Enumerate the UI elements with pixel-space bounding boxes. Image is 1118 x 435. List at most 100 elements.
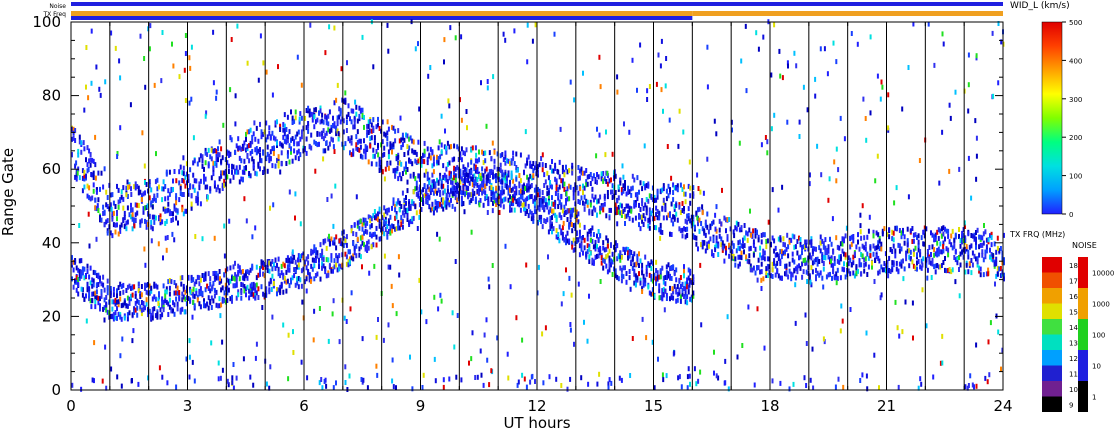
scatter-point-1067 <box>482 202 485 208</box>
scatter-point-4530 <box>970 195 973 201</box>
scatter-point-4743 <box>422 372 425 378</box>
scatter-point-3943 <box>967 231 970 237</box>
scatter-point-218 <box>150 312 153 318</box>
scatter-point-2284 <box>333 123 336 129</box>
scatter-point-1299 <box>572 237 575 243</box>
scatter-point-3024 <box>619 202 622 208</box>
scatter-point-4510 <box>921 262 924 268</box>
scatter-point-65 <box>94 295 97 301</box>
scatter-point-2566 <box>445 149 448 155</box>
scatter-point-3173 <box>673 185 676 191</box>
scatter-point-4601 <box>294 191 297 197</box>
scatter-point-3636 <box>849 244 852 250</box>
scatter-point-519 <box>271 273 274 279</box>
scatter-point-2639 <box>471 145 474 151</box>
scatter-point-1679 <box>95 206 98 212</box>
scatter-point-969 <box>445 201 448 207</box>
scatter-point-1815 <box>150 224 153 230</box>
scatter-point-3721 <box>883 226 886 232</box>
scatter-point-3720 <box>883 267 886 273</box>
scatter-point-3628 <box>846 271 849 277</box>
y-tick-label-0: 0 <box>51 381 61 399</box>
scatter-point-3896 <box>951 267 954 273</box>
scatter-point-2456 <box>400 176 403 182</box>
scatter-point-1643 <box>81 168 84 174</box>
scatter-point-846 <box>397 223 400 229</box>
scatter-point-2744 <box>512 201 515 207</box>
scatter-point-4524 <box>793 50 796 56</box>
scatter-point-4385 <box>659 63 662 69</box>
scatter-point-4771 <box>265 381 268 387</box>
scatter-point-534 <box>277 256 280 262</box>
scatter-point-1899 <box>184 183 187 189</box>
scatter-point-3286 <box>715 228 718 234</box>
scatter-point-261 <box>168 278 171 283</box>
scatter-point-2902 <box>574 207 577 213</box>
scatter-point-316 <box>190 275 193 281</box>
scatter-point-4393 <box>282 322 285 328</box>
scatter-point-1867 <box>172 187 174 192</box>
scatter-point-3224 <box>692 193 695 199</box>
scatter-point-4287 <box>760 277 763 283</box>
scatter-point-71 <box>95 295 98 301</box>
scatter-point-3122 <box>655 197 658 203</box>
scatter-point-1935 <box>198 185 201 191</box>
scatter-point-3279 <box>712 236 715 242</box>
scatter-point-564 <box>288 267 291 273</box>
scatter-point-1959 <box>207 147 210 153</box>
scatter-point-3668 <box>861 243 864 249</box>
scatter-point-1856 <box>167 201 170 207</box>
scatter-point-489 <box>259 268 261 274</box>
scatter-point-3955 <box>973 253 976 259</box>
scatter-point-670 <box>330 268 333 274</box>
scatter-point-332 <box>196 274 199 280</box>
scatter-point-4297 <box>907 65 910 70</box>
scatter-point-3238 <box>697 221 699 227</box>
scatter-point-4758 <box>920 381 923 387</box>
scatter-point-3857 <box>936 263 939 268</box>
scatter-point-1973 <box>213 148 216 154</box>
scatter-point-3754 <box>895 260 898 266</box>
scatter-point-829 <box>391 228 393 234</box>
scatter-point-474 <box>252 292 255 298</box>
scatter-point-4325 <box>132 328 135 334</box>
scatter-point-3669 <box>863 268 866 274</box>
scatter-point-3849 <box>934 263 937 269</box>
scatter-point-47 <box>86 281 89 287</box>
scatter-point-4671 <box>377 152 380 158</box>
scatter-point-3674 <box>864 246 867 252</box>
scatter-point-3066 <box>634 202 637 208</box>
scatter-point-3112 <box>651 216 654 222</box>
scatter-point-81 <box>99 303 101 309</box>
scatter-point-220 <box>151 310 154 316</box>
scatter-point-755 <box>361 240 364 246</box>
scatter-point-3267 <box>707 243 710 249</box>
scatter-point-2943 <box>588 210 591 216</box>
scatter-point-3875 <box>942 260 945 265</box>
scatter-point-3794 <box>912 248 915 254</box>
scatter-point-4842 <box>686 385 689 391</box>
scatter-point-918 <box>426 200 429 205</box>
scatter-point-3480 <box>790 276 793 282</box>
scatter-point-1580 <box>681 282 684 287</box>
scatter-point-3188 <box>679 210 682 215</box>
scatter-point-2193 <box>296 131 299 137</box>
scatter-point-4595 <box>184 51 187 56</box>
scatter-point-4049 <box>600 171 603 177</box>
scatter-point-4359 <box>757 46 760 52</box>
scatter-point-2376 <box>369 119 372 124</box>
scatter-point-2093 <box>259 152 261 158</box>
scatter-point-3711 <box>878 246 881 251</box>
scatter-point-855 <box>400 215 403 221</box>
scatter-point-4780 <box>442 377 445 383</box>
scatter-point-1857 <box>167 207 170 213</box>
scatter-point-2569 <box>446 140 449 146</box>
scatter-point-683 <box>335 262 338 268</box>
scatter-point-4197 <box>509 205 511 211</box>
scatter-point-4336 <box>261 305 264 310</box>
scatter-point-2041 <box>240 176 243 182</box>
scatter-point-4002 <box>990 242 993 248</box>
scatter-point-2031 <box>237 169 240 175</box>
scatter-point-4168 <box>322 136 325 142</box>
scatter-point-3739 <box>891 249 894 254</box>
